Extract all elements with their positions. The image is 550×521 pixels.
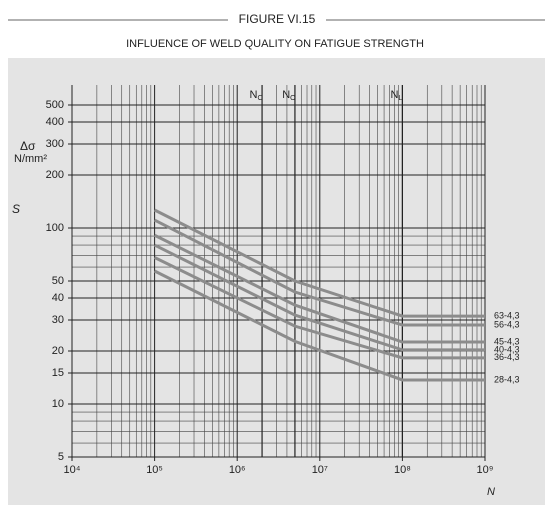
- marker-label: NC: [250, 89, 263, 102]
- y-tick-label: 200: [46, 169, 64, 181]
- curve: [153, 218, 485, 327]
- y-tick-label: 30: [52, 314, 64, 326]
- marker-sub: C: [258, 95, 263, 102]
- curve-label: 36-4,3: [494, 352, 520, 362]
- y-tick-label: 15: [52, 367, 64, 379]
- x-tick-label: 10⁸: [394, 464, 411, 476]
- y-tick-label: 20: [52, 345, 64, 357]
- y-unit: N/mm²: [14, 153, 47, 165]
- y-tick-label: 50: [52, 275, 64, 287]
- x-tick-label: 10⁹: [477, 464, 494, 476]
- marker-letter: N: [390, 89, 398, 101]
- curve-label: 56-4,3: [494, 319, 520, 329]
- x-tick-label: 10⁷: [312, 464, 328, 476]
- curve-label: 45-4,3: [494, 336, 520, 346]
- curve-label: 63-4,3: [494, 310, 520, 320]
- marker-letter: N: [250, 89, 258, 101]
- y-tick-label: 400: [46, 116, 64, 128]
- marker-label: NL: [390, 89, 402, 102]
- y-tick-label: 40: [52, 292, 64, 304]
- marker-sub: L: [398, 95, 402, 102]
- curve: [153, 233, 485, 344]
- marker-sub: O: [290, 95, 296, 102]
- curve: [153, 208, 485, 318]
- curve-label: 28-4,3: [494, 374, 520, 384]
- y-symbol: S: [12, 202, 20, 216]
- x-tick-label: 10⁶: [229, 464, 246, 476]
- y-tick-label: 5: [58, 451, 64, 463]
- y-label: Δσ: [20, 139, 36, 153]
- curve-label: 40-4,3: [494, 344, 520, 354]
- y-tick-label: 10: [52, 398, 64, 410]
- x-tick-label: 10⁵: [146, 464, 163, 476]
- curve: [153, 256, 485, 360]
- curve: [153, 243, 485, 352]
- x-label: N: [487, 486, 495, 498]
- marker-label: NO: [282, 89, 296, 102]
- chart-subtitle: INFLUENCE OF WELD QUALITY ON FATIGUE STR…: [126, 38, 424, 50]
- y-tick-label: 300: [46, 138, 64, 150]
- y-tick-label: 500: [46, 99, 64, 111]
- curve: [153, 269, 485, 382]
- x-tick-label: 10⁴: [64, 464, 81, 476]
- y-tick-label: 100: [46, 222, 64, 234]
- marker-letter: N: [282, 89, 290, 101]
- chart-title: FIGURE VI.15: [239, 12, 316, 26]
